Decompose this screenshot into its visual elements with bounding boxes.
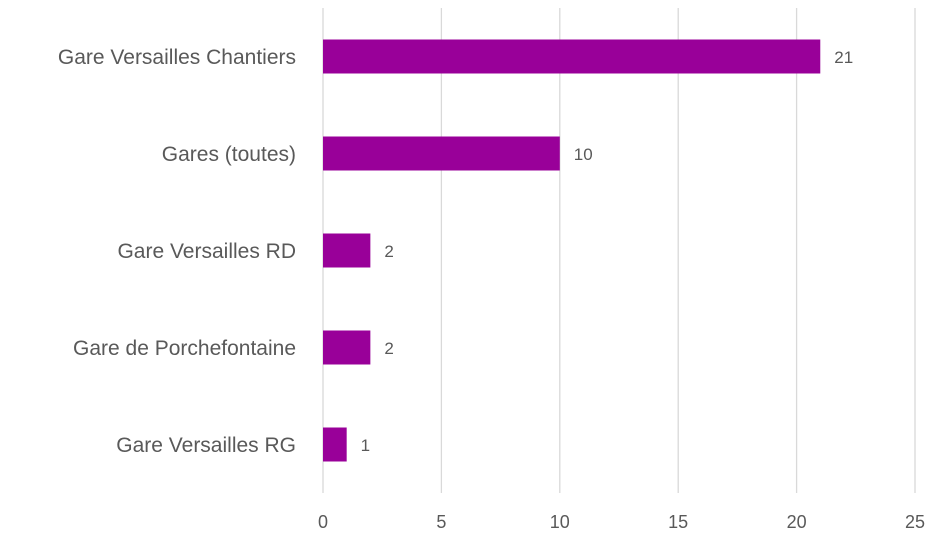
bar [323, 330, 371, 365]
value-label: 10 [574, 145, 593, 164]
y-tick-label: Gare Versailles Chantiers [58, 46, 296, 69]
y-tick-label: Gare Versailles RG [116, 434, 296, 457]
y-tick-label: Gares (toutes) [162, 143, 296, 166]
x-tick-label: 20 [787, 512, 807, 532]
y-tick-label: Gare de Porchefontaine [73, 337, 296, 360]
value-label: 2 [384, 339, 393, 358]
bar [323, 427, 347, 462]
x-tick-label: 5 [436, 512, 446, 532]
bar [323, 136, 560, 171]
x-tick-label: 15 [668, 512, 688, 532]
value-label: 21 [834, 48, 853, 67]
x-tick-label: 0 [318, 512, 328, 532]
bar [323, 39, 821, 74]
value-label: 1 [361, 436, 370, 455]
bar [323, 233, 371, 268]
y-tick-label: Gare Versailles RD [117, 240, 296, 263]
x-tick-label: 25 [905, 512, 925, 532]
x-tick-label: 10 [550, 512, 570, 532]
value-label: 2 [384, 242, 393, 261]
